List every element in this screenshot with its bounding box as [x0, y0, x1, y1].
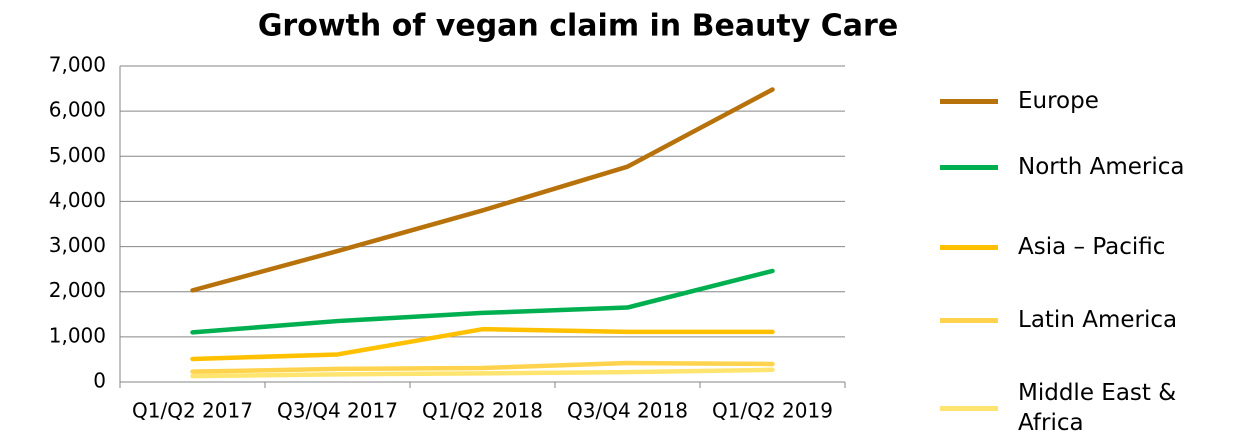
- legend-label: North America: [1018, 154, 1185, 180]
- legend-swatch: [940, 244, 998, 250]
- y-tick-label: 1,000: [49, 323, 106, 347]
- series-line: [190, 87, 775, 293]
- legend-swatch: [940, 405, 998, 411]
- legend-item: Middle East & Africa: [940, 378, 1190, 436]
- legend-label: Middle East & Africa: [1018, 380, 1177, 436]
- y-tick-label: 6,000: [49, 98, 106, 122]
- x-tick-label: Q3/Q4 2017: [277, 399, 398, 423]
- y-tick-label: 0: [93, 369, 106, 393]
- y-tick-label: 4,000: [49, 188, 106, 212]
- legend-swatch: [940, 98, 998, 104]
- legend-label: Latin America: [1018, 307, 1178, 333]
- x-tick-label: Q1/Q2 2019: [712, 399, 833, 423]
- legend-label: Europe: [1018, 88, 1099, 114]
- legend-item: Latin America: [940, 305, 1190, 335]
- series-line: [190, 360, 775, 374]
- chart-title: Growth of vegan claim in Beauty Care: [258, 9, 898, 44]
- series-line: [190, 326, 775, 362]
- legend-item: Europe: [940, 86, 1190, 116]
- y-tick-label: 3,000: [49, 233, 106, 257]
- series-line: [190, 367, 775, 379]
- y-tick-label: 2,000: [49, 278, 106, 302]
- legend-swatch: [940, 164, 998, 170]
- x-tick-label: Q3/Q4 2018: [567, 399, 688, 423]
- legend-item: Asia – Pacific: [940, 232, 1190, 262]
- y-tick-label: 7,000: [49, 53, 106, 77]
- x-tick-label: Q1/Q2 2018: [422, 399, 543, 423]
- x-tick-label: Q1/Q2 2017: [132, 399, 253, 423]
- legend-item: North America: [940, 152, 1190, 182]
- legend-swatch: [940, 317, 998, 323]
- legend-label: Asia – Pacific: [1018, 234, 1166, 260]
- y-tick-label: 5,000: [49, 143, 106, 167]
- series-line: [190, 268, 775, 335]
